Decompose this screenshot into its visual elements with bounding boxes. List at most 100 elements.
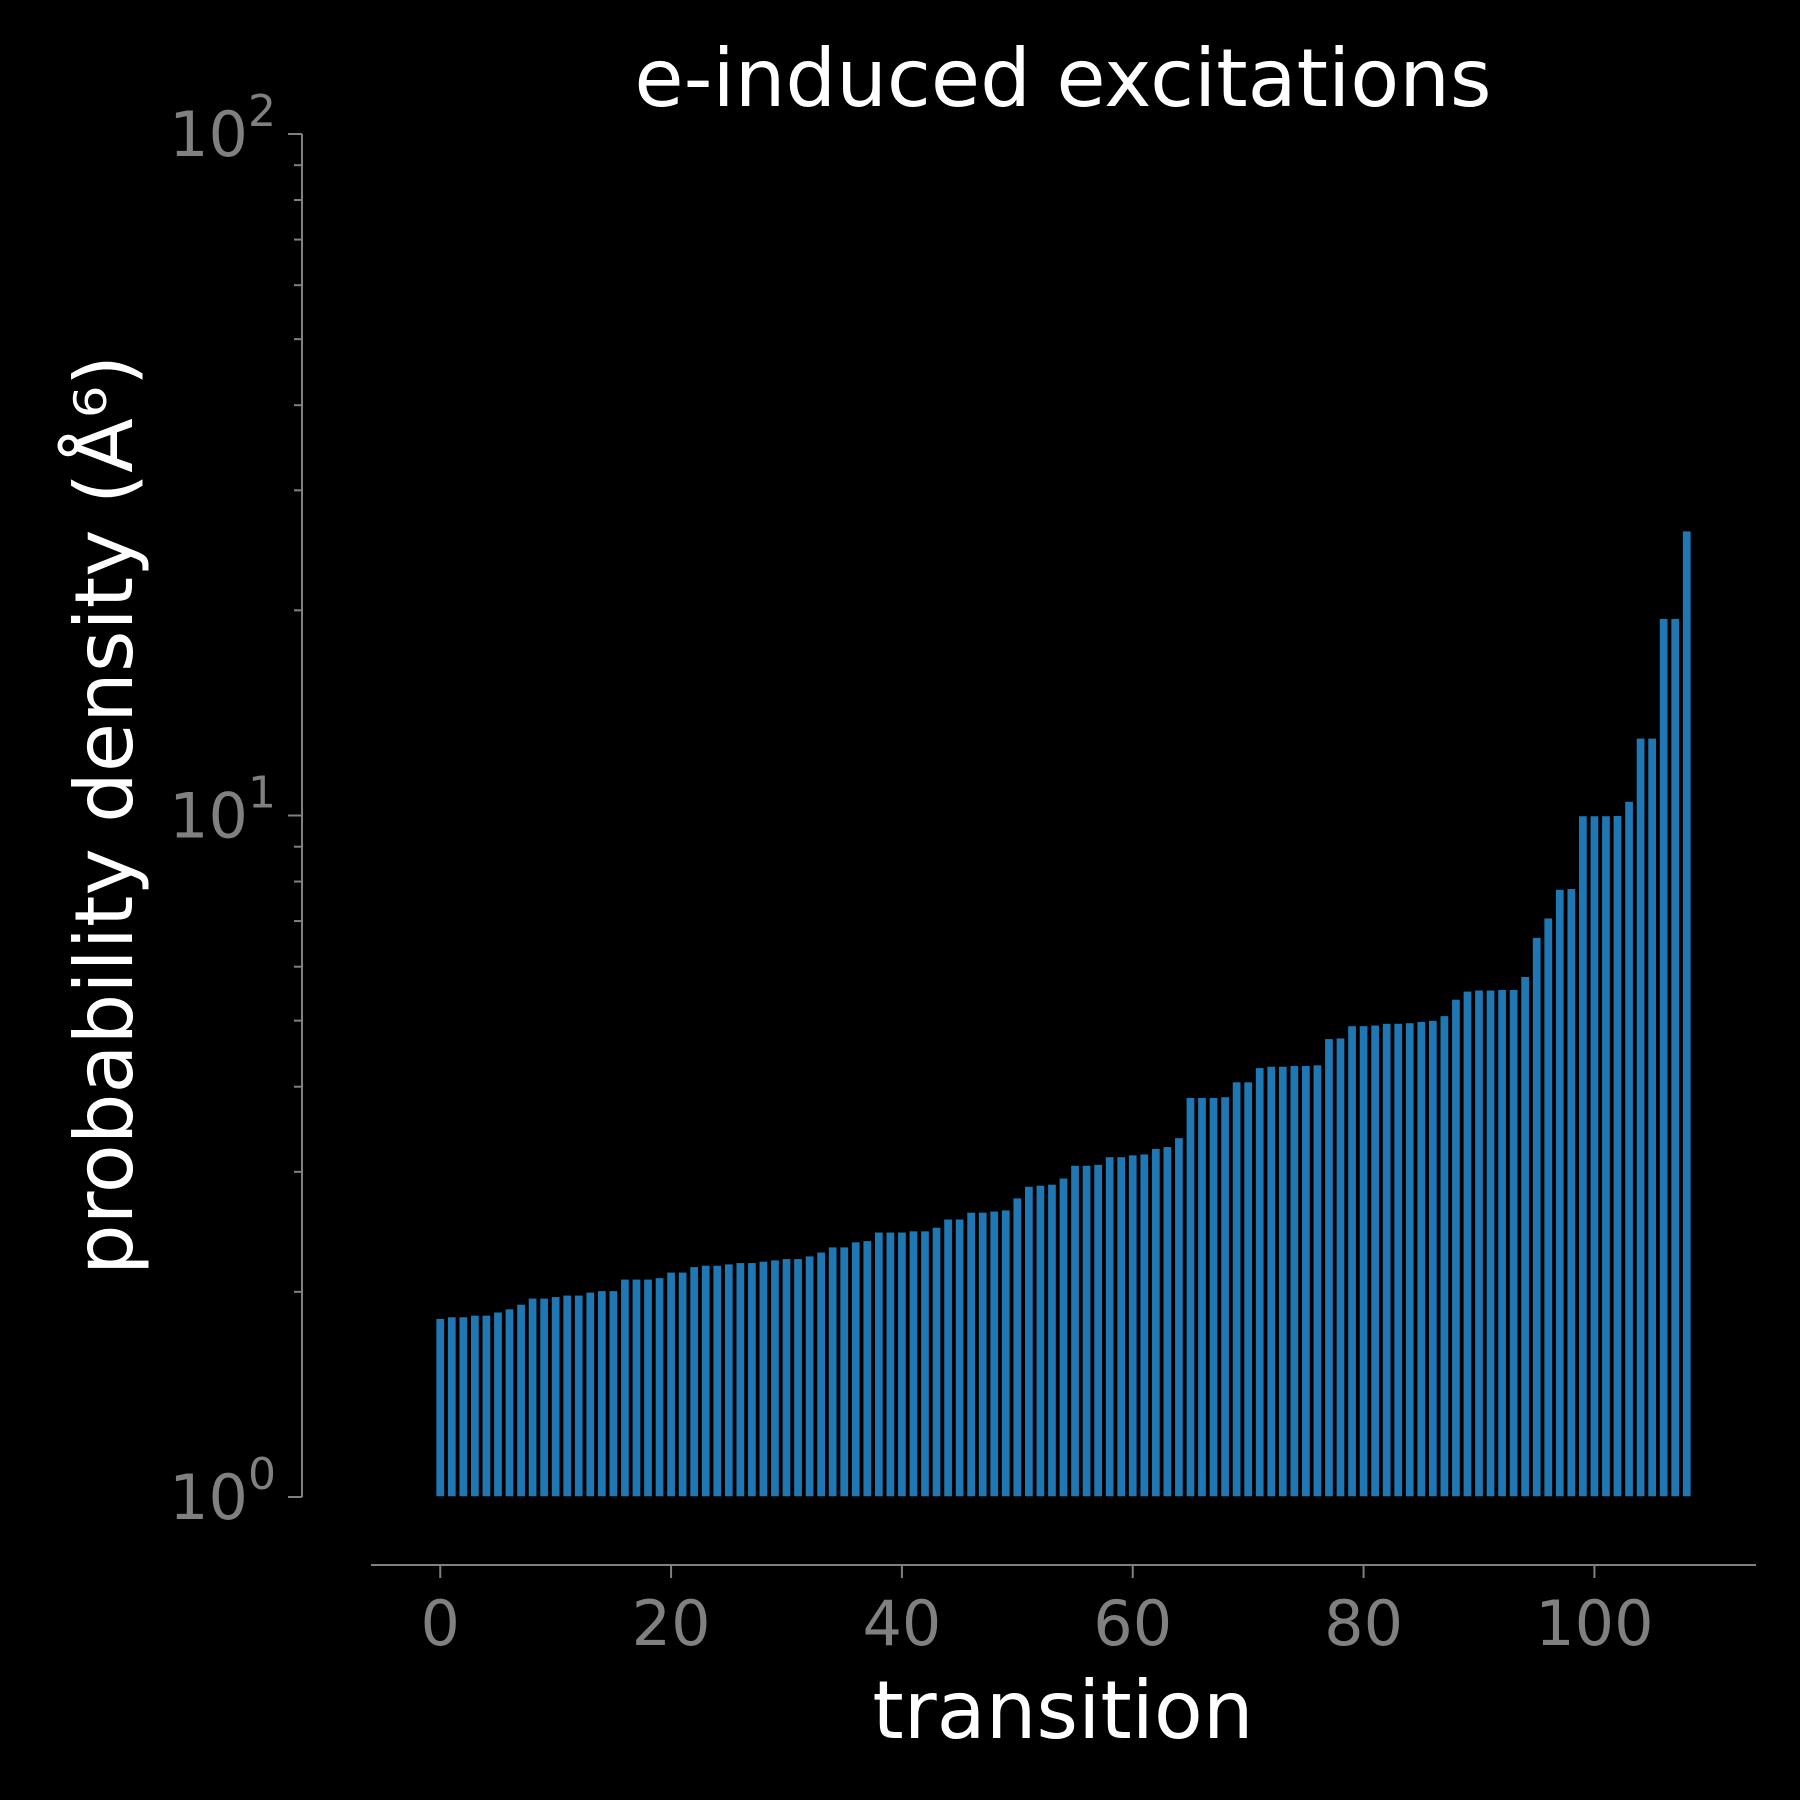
bar	[550, 1295, 562, 1498]
x-tick-label: 80	[1324, 1587, 1403, 1660]
bar	[1485, 989, 1496, 1498]
bar	[573, 1294, 585, 1498]
bar	[885, 1231, 896, 1498]
bar	[769, 1258, 781, 1498]
bar	[723, 1262, 735, 1498]
bar	[954, 1218, 965, 1498]
bar	[446, 1315, 458, 1498]
bar	[1242, 1080, 1254, 1498]
bar	[1565, 887, 1577, 1498]
bar	[504, 1307, 515, 1498]
bar	[861, 1239, 873, 1498]
bar	[1681, 529, 1693, 1498]
bar	[677, 1271, 688, 1498]
bar	[688, 1265, 700, 1498]
bar	[1138, 1152, 1150, 1498]
bar	[1473, 989, 1485, 1498]
bar	[1358, 1024, 1369, 1498]
bar	[1011, 1196, 1023, 1498]
bar	[1323, 1037, 1335, 1498]
bar	[1277, 1065, 1289, 1498]
bar	[654, 1276, 665, 1498]
bar	[1035, 1184, 1046, 1498]
bar	[1369, 1024, 1381, 1498]
bar	[1185, 1096, 1196, 1498]
bar	[1081, 1164, 1092, 1498]
bar	[827, 1245, 839, 1498]
bar	[492, 1310, 504, 1498]
bar	[1162, 1145, 1173, 1498]
bar	[469, 1314, 481, 1498]
bar	[1219, 1095, 1231, 1498]
bar	[434, 1317, 446, 1498]
y-tick-label: 102	[169, 86, 276, 171]
x-tick-label: 0	[421, 1587, 460, 1660]
bar	[642, 1278, 654, 1498]
bar	[1092, 1163, 1104, 1498]
bar	[1542, 916, 1554, 1498]
bar	[457, 1315, 469, 1498]
bar	[781, 1257, 792, 1498]
bar	[1023, 1185, 1035, 1498]
bar	[1415, 1020, 1427, 1498]
bar	[815, 1251, 827, 1498]
bar	[804, 1254, 815, 1498]
bar	[1150, 1147, 1162, 1498]
bar	[1069, 1164, 1081, 1498]
bar	[665, 1271, 677, 1498]
y-tick-label: 100	[169, 1449, 276, 1534]
bar	[1635, 737, 1646, 1498]
bar	[734, 1261, 746, 1498]
bar	[1254, 1066, 1266, 1498]
bar	[561, 1294, 573, 1498]
bar	[619, 1278, 631, 1498]
bar	[1577, 814, 1589, 1498]
x-tick-label: 60	[1093, 1587, 1172, 1660]
bar	[838, 1245, 850, 1498]
x-axis-label: transition	[872, 1664, 1253, 1757]
bar	[1231, 1080, 1242, 1498]
bar	[965, 1211, 977, 1498]
bar	[942, 1218, 954, 1498]
bar	[1127, 1153, 1139, 1498]
bar	[1531, 936, 1543, 1498]
bar	[1104, 1155, 1116, 1498]
x-axis-ticks: 0 20 40 60 80 100	[421, 1565, 1654, 1660]
bar	[515, 1303, 527, 1498]
bar	[1300, 1064, 1312, 1498]
x-tick-label: 20	[632, 1587, 711, 1660]
bar	[1646, 737, 1658, 1498]
bar	[481, 1314, 492, 1498]
y-axis-ticks: 100 101 102	[169, 86, 302, 1534]
bar	[1658, 617, 1670, 1498]
bar	[1496, 988, 1508, 1498]
bar-series	[434, 529, 1693, 1498]
bar	[1115, 1155, 1127, 1498]
bar	[1265, 1065, 1277, 1498]
bar	[1312, 1063, 1323, 1498]
bar	[850, 1240, 862, 1498]
bar	[1381, 1022, 1393, 1498]
y-tick-label: 101	[169, 768, 276, 853]
x-tick-label: 40	[862, 1587, 941, 1660]
bar	[1208, 1096, 1219, 1498]
bar	[1058, 1177, 1069, 1498]
bar	[1623, 800, 1635, 1498]
bar	[908, 1229, 919, 1498]
bar	[596, 1289, 608, 1498]
bar	[746, 1261, 758, 1498]
bar	[1000, 1208, 1012, 1498]
bar	[584, 1291, 596, 1498]
bar	[1589, 814, 1600, 1498]
bar	[919, 1229, 931, 1498]
bar	[1346, 1024, 1358, 1498]
bar	[1450, 998, 1462, 1498]
bar	[873, 1231, 885, 1498]
bar	[1669, 617, 1681, 1498]
y-axis-label: probability density (Å⁶)	[57, 355, 151, 1275]
bar	[1554, 888, 1566, 1498]
bar	[988, 1210, 1000, 1498]
bar	[700, 1264, 712, 1498]
chart-title: e-induced excitations	[634, 32, 1491, 125]
